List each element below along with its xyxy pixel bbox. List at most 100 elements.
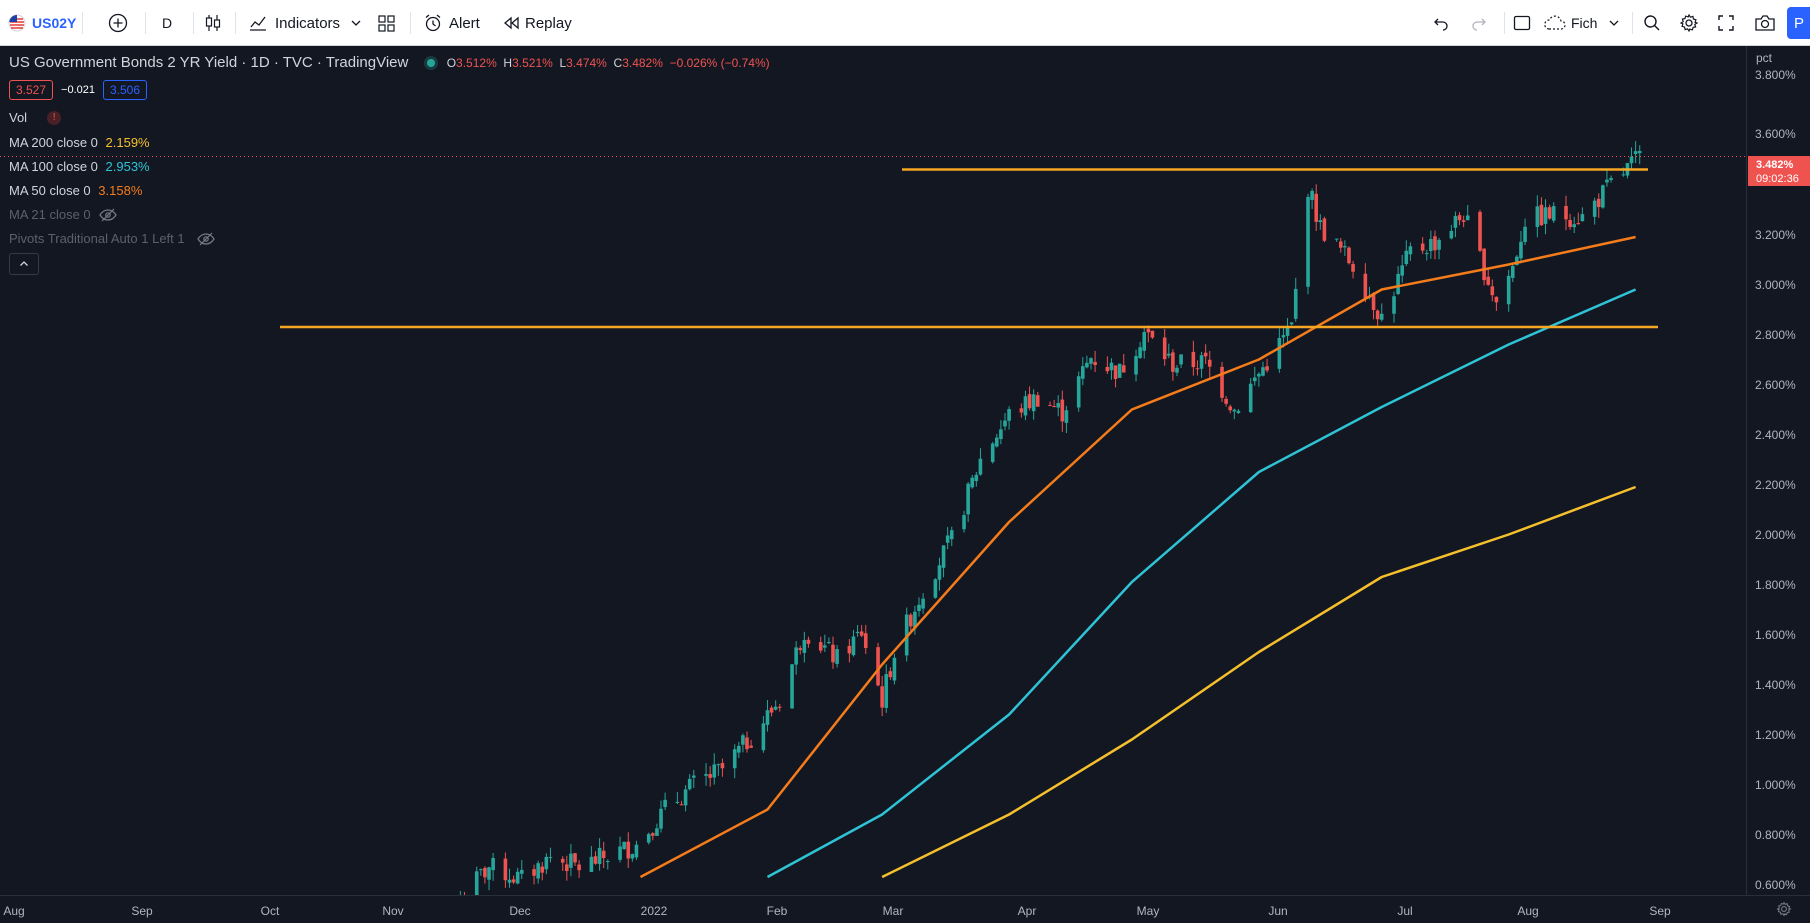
indicator-ma50[interactable]: MA 50 close 0 3.158%: [9, 183, 142, 198]
undo-button[interactable]: [1432, 0, 1450, 46]
volume-legend[interactable]: Vol !: [9, 110, 62, 125]
candle-body: [1257, 373, 1261, 377]
candle-body: [1134, 356, 1138, 375]
candle: [732, 744, 737, 779]
candle: [949, 526, 954, 547]
publish-button[interactable]: P: [1787, 7, 1810, 39]
candle-body: [962, 515, 966, 530]
candle: [1379, 303, 1384, 322]
time-axis[interactable]: [0, 895, 1810, 923]
indicator-label: MA 200 close 0: [9, 135, 98, 150]
candle: [777, 704, 782, 712]
indicators-dropdown-button[interactable]: [350, 0, 362, 46]
compare-symbol-button[interactable]: [108, 0, 128, 46]
ask-price[interactable]: 3.506: [102, 80, 148, 100]
indicators-button[interactable]: Indicators: [248, 0, 340, 46]
candle: [691, 769, 696, 788]
price-tick: 0.800%: [1755, 828, 1796, 842]
candle: [888, 667, 893, 680]
alert-button[interactable]: Alert: [423, 0, 480, 46]
candle: [945, 527, 950, 550]
eye-hidden-icon[interactable]: [98, 208, 117, 222]
candle: [646, 832, 651, 845]
collapse-legend-button[interactable]: [9, 253, 39, 275]
candle-body: [995, 437, 999, 447]
candle-body: [802, 640, 807, 653]
eye-hidden-icon[interactable]: [196, 232, 215, 246]
candle: [884, 664, 889, 713]
last-price-badge: 3.482% 09:02:36: [1748, 156, 1810, 186]
candle: [1248, 377, 1253, 414]
candle-body: [1510, 266, 1515, 278]
chevron-up-icon: [19, 259, 29, 269]
us-flag-icon: [8, 14, 26, 32]
candle: [716, 763, 721, 776]
candle: [823, 634, 827, 652]
candle: [1236, 409, 1241, 415]
candle-body: [970, 477, 975, 488]
candle: [1547, 204, 1552, 220]
time-tick: Jul: [1397, 904, 1413, 918]
layout-button[interactable]: [1512, 0, 1532, 46]
bid-price[interactable]: 3.527: [9, 80, 54, 100]
candle-body: [626, 841, 631, 859]
candle-body: [704, 774, 708, 776]
candle: [1162, 328, 1167, 366]
symbol-search-button[interactable]: US02Y: [8, 0, 76, 46]
candle: [1027, 386, 1032, 411]
replay-button[interactable]: Replay: [502, 0, 572, 46]
candle: [876, 642, 880, 687]
candle: [1400, 254, 1405, 283]
undo-icon: [1432, 14, 1450, 32]
indicator-ma100[interactable]: MA 100 close 0 2.953%: [9, 159, 150, 174]
save-layout-button[interactable]: Fich: [1543, 0, 1597, 46]
candle: [1424, 249, 1429, 261]
interval-button[interactable]: D: [162, 0, 172, 46]
templates-button[interactable]: [377, 0, 396, 46]
candle-body: [831, 644, 835, 663]
candle-body: [1457, 215, 1462, 221]
indicator-ma200[interactable]: MA 200 close 0 2.159%: [9, 135, 150, 150]
indicator-ma21[interactable]: MA 21 close 0: [9, 207, 117, 222]
layout-menu-button[interactable]: [1608, 0, 1620, 46]
candle-body: [1252, 377, 1257, 382]
candle: [708, 766, 712, 787]
price-chart[interactable]: [0, 46, 1746, 895]
candle: [859, 625, 864, 638]
axis-settings-button[interactable]: [1776, 901, 1792, 922]
search-button[interactable]: [1642, 0, 1662, 46]
indicator-label: MA 100 close 0: [9, 159, 98, 174]
candle: [540, 861, 545, 881]
indicator-pivots[interactable]: Pivots Traditional Auto 1 Left 1: [9, 231, 215, 246]
candle-body: [1379, 313, 1384, 320]
candle: [1224, 396, 1228, 407]
candle: [1085, 355, 1089, 369]
candle-body: [999, 429, 1003, 440]
candle-body: [1199, 355, 1204, 369]
candle: [1564, 195, 1568, 231]
cloud-icon: [1543, 14, 1567, 32]
redo-button[interactable]: [1470, 0, 1488, 46]
candle-body: [1023, 396, 1028, 416]
candle: [1347, 246, 1351, 265]
candle: [892, 653, 897, 685]
fullscreen-button[interactable]: [1717, 0, 1735, 46]
candle: [1191, 340, 1196, 376]
chart-type-button[interactable]: [203, 0, 223, 46]
price-axis[interactable]: pct: [1746, 46, 1810, 895]
horizontal-lines[interactable]: [280, 168, 1658, 329]
layout-name-label: Fich: [1571, 15, 1598, 31]
candle: [1449, 224, 1454, 240]
settings-button[interactable]: [1679, 0, 1699, 46]
chart-pane[interactable]: US Government Bonds 2 YR Yield · 1D · TV…: [0, 46, 1746, 895]
candle-body: [1289, 322, 1294, 325]
candle: [1605, 170, 1609, 187]
last-price-value: 3.482%: [1756, 159, 1794, 171]
candle-body: [1437, 239, 1441, 250]
ma100-line: [766, 288, 1637, 879]
candle: [515, 867, 520, 885]
candle-body: [1633, 151, 1638, 155]
snapshot-button[interactable]: [1754, 0, 1776, 46]
candle-body: [1433, 236, 1437, 251]
candle: [855, 625, 860, 637]
